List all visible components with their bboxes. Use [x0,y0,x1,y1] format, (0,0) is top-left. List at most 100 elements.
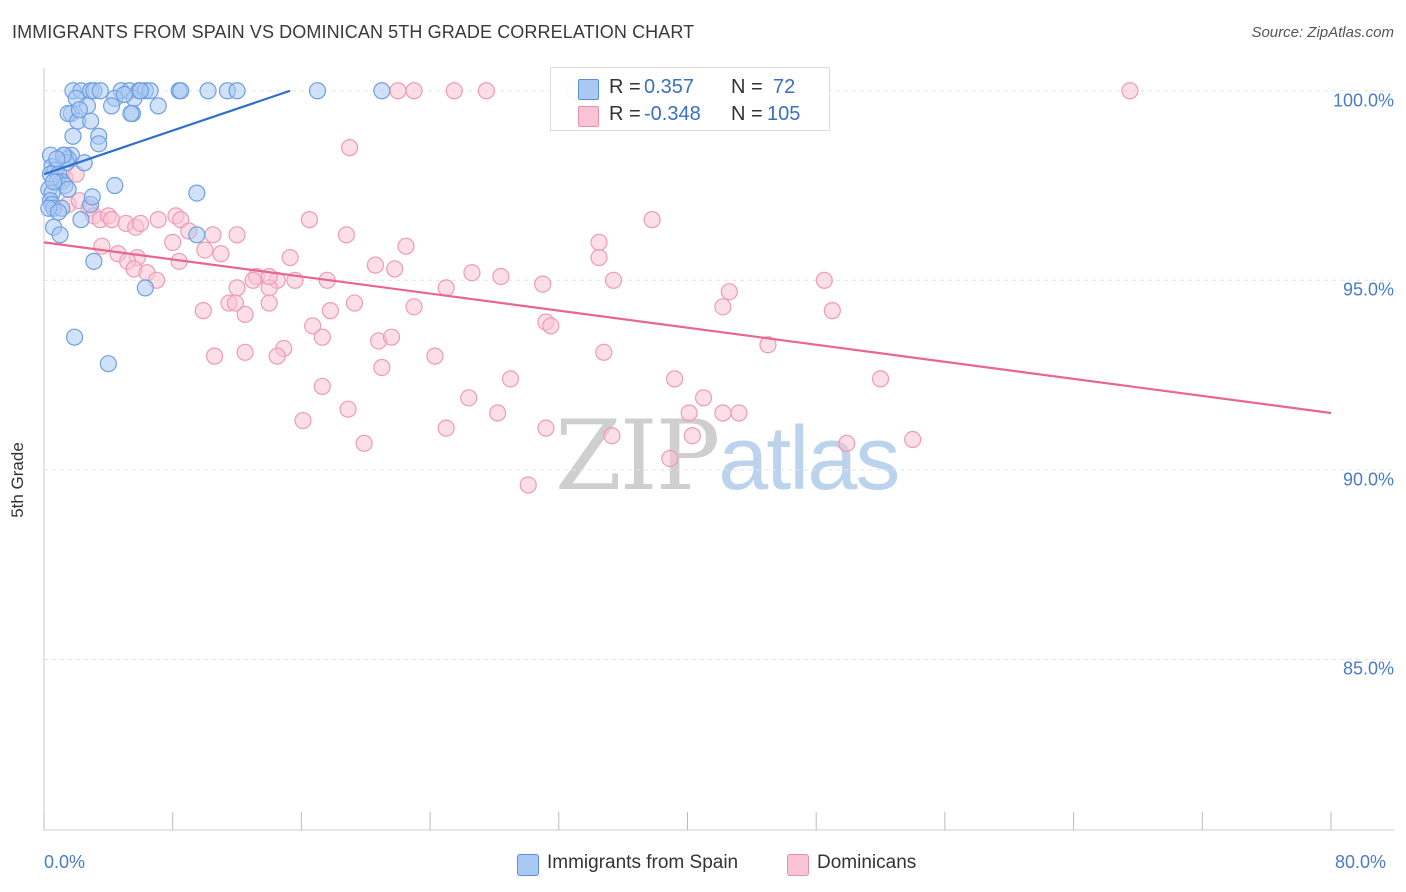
chart-title: IMMIGRANTS FROM SPAIN VS DOMINICAN 5TH G… [12,22,695,42]
point-dominican [426,347,444,365]
point-spain [115,85,134,104]
point-dominican [463,264,481,282]
point-dominican [345,294,364,312]
point-dominican [321,302,339,320]
point-spain [51,226,69,244]
point-dominican [102,211,121,229]
point-spain [45,173,63,191]
point-spain [373,82,391,100]
point-dominican [205,347,224,365]
point-dominican [477,82,496,100]
point-dominican [534,275,552,293]
point-spain [64,127,82,145]
point-dominican [730,404,748,422]
point-dominican [355,434,373,452]
axes [43,68,1394,831]
point-dominican [661,449,679,468]
point-spain [131,82,150,100]
trend-line-spain [43,89,291,176]
point-spain [308,82,327,100]
point-spain [70,101,88,119]
legend-row-dominicans: R = -0.348 N = 105 [551,102,829,128]
point-spain [72,211,90,229]
point-spain [90,135,108,153]
point-dominican [501,370,520,388]
point-spain [199,82,217,100]
point-dominican [294,411,312,430]
legend-n-value: 105 [767,103,801,125]
trend-lines [43,89,1332,415]
bottom-legend-swatch-dominicans [787,854,809,876]
point-dominican [542,317,560,335]
point-dominican [131,214,150,233]
y-tick-label: 85.0% [1342,658,1394,679]
point-dominican [244,271,262,289]
point-dominican [236,343,254,361]
bottom-legend-label-spain: Immigrants from Spain [547,852,739,873]
point-dominican [228,279,246,297]
point-dominican [643,211,661,229]
point-dominican [537,419,555,437]
point-dominican [437,419,455,437]
point-dominican [366,256,385,274]
point-dominican [714,404,732,422]
point-dominican [838,434,856,452]
point-spain [85,252,103,270]
legend-row-spain: R = 0.357 N = 72 [551,75,829,101]
point-dominican [341,139,359,157]
x-tick-label-max: 80.0% [1335,852,1387,872]
data-points [40,82,1139,494]
correlation-legend: R = 0.357 N = 72 R = -0.348 N = 105 [550,67,830,131]
point-spain [83,188,101,206]
legend-swatch-dominicans [578,106,599,127]
point-spain [188,184,206,202]
point-dominican [694,389,713,407]
point-dominican [397,237,415,255]
point-dominican [313,377,331,396]
point-dominican [204,226,222,244]
legend-swatch-spain [578,79,599,100]
point-dominican [604,271,623,289]
point-spain [172,82,190,100]
point-dominican [313,328,331,346]
legend-r-value: -0.348 [644,103,701,125]
point-dominican [228,226,246,244]
trend-line-dominicans [43,241,1332,415]
y-tick-label: 95.0% [1342,279,1394,300]
point-dominican [405,82,423,100]
point-dominican [339,400,357,418]
point-dominican [281,248,299,267]
point-dominican [683,427,701,445]
point-dominican [337,226,356,244]
point-spain [48,150,66,168]
point-spain [136,279,154,297]
point-spain [49,203,68,221]
point-dominican [714,298,732,316]
point-spain [149,97,167,115]
point-dominican [904,430,922,449]
point-spain [106,176,124,195]
point-dominican [268,347,286,365]
point-dominican [236,305,254,324]
y-tick-label: 100.0% [1332,90,1394,111]
point-dominican [603,427,621,445]
point-dominican [871,370,890,388]
point-dominican [519,476,537,494]
point-dominican [212,245,230,263]
x-tick-label-min: 0.0% [44,852,86,872]
point-dominican [815,271,833,289]
legend-n-value: 72 [773,76,796,98]
point-dominican [304,317,322,335]
point-dominican [460,389,478,407]
point-spain [102,97,121,115]
point-dominican [720,283,738,301]
legend-r-label: R = [609,103,641,125]
point-spain [188,226,206,244]
point-dominican [196,241,214,259]
point-dominican [260,294,278,312]
point-dominican [226,294,245,312]
point-dominican [680,404,698,422]
bottom-legend-label-dominicans: Dominicans [817,852,917,873]
point-spain [99,355,117,373]
